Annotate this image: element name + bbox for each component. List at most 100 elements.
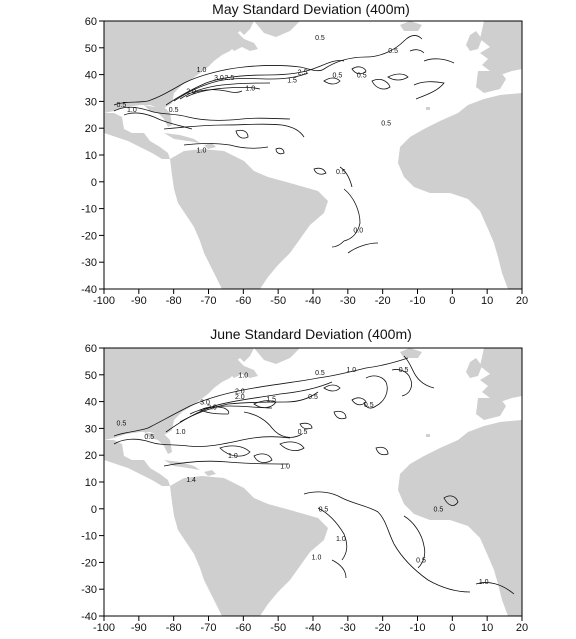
contour-label: 1.5 [266, 397, 276, 404]
y-tick-label: -30 [81, 257, 97, 269]
contour-label: 0.5 [319, 506, 329, 513]
contour-label: 0.5 [416, 557, 426, 564]
y-tick-label: -10 [81, 204, 97, 216]
x-axis: -100 -90 -80 -70 -60 -50 -40 -30 -20 -10 0 10 20 [93, 289, 528, 307]
x-tick-label: 0 [449, 622, 455, 634]
y-tick-label: 0 [91, 177, 97, 189]
y-tick-label: -30 [81, 584, 97, 596]
contour-label: 0.5 [298, 429, 308, 436]
contour-label: 0.5 [308, 394, 318, 401]
y-tick-label: -20 [81, 557, 97, 569]
x-tick-label: -100 [93, 295, 115, 307]
x-tick-label: -70 [201, 295, 217, 307]
x-tick-label: -30 [340, 295, 356, 307]
map-title: June Standard Deviation (400m) [210, 326, 412, 342]
x-tick-label: -20 [375, 295, 391, 307]
contour-label: 0.5 [399, 367, 409, 374]
y-tick-label: -10 [81, 531, 97, 543]
contour-label: 0.5 [381, 121, 391, 128]
y-tick-label: 0 [91, 504, 97, 516]
contour-label: 0.5 [169, 107, 179, 114]
contour-label: 2.5 [225, 75, 235, 82]
contour-label: 0.5 [315, 370, 325, 377]
x-tick-label: -10 [410, 295, 426, 307]
x-tick-label: -90 [131, 622, 147, 634]
contour-label: 1.0 [197, 67, 207, 74]
contour-label: 0.5 [336, 169, 346, 176]
contour-labels: 0.50.51.03.0 2.52.01.51.00.5 0.50.51.0 0.52… [117, 35, 399, 235]
contour-label: 2.5 [298, 70, 308, 77]
y-tick-label: 30 [85, 96, 97, 108]
x-tick-label: 10 [481, 622, 493, 634]
x-tick-label: 20 [516, 295, 528, 307]
x-axis: -100 -90 -80 -70 -60 -50 -40 -30 -20 -10 0 10 20 [93, 616, 528, 634]
contour-labels: 1.0 0.5 1.0 2.0 3.0 2.0 1.5 2.9 0.5 0.5 1.0 0.5 0.5 0… [117, 367, 489, 586]
contour-label: 0.5 [364, 402, 374, 409]
contour-label: 2.9 [207, 405, 217, 412]
y-tick-label: 10 [85, 477, 97, 489]
x-tick-label: -90 [131, 295, 147, 307]
map-plot-area: 1.0 0.5 1.0 2.0 3.0 2.0 1.5 2.9 0.5 0.5 1.0 0.5 0.5 0… [103, 347, 523, 617]
x-tick-label: -100 [93, 622, 115, 634]
contour-label: 1.0 [127, 107, 137, 114]
contour-label: 0.5 [144, 434, 154, 441]
contour-label: 1.0 [197, 147, 207, 154]
x-tick-label: 20 [516, 622, 528, 634]
x-tick-label: 0 [449, 295, 455, 307]
y-tick-label: -20 [81, 230, 97, 242]
y-tick-label: -40 [81, 284, 97, 296]
contour-label: 0.5 [434, 506, 444, 513]
contour-label: 2.0 [235, 394, 245, 401]
contour-label: 1.0 [176, 429, 186, 436]
x-tick-label: -40 [305, 295, 321, 307]
x-tick-label: -40 [305, 622, 321, 634]
map-may: May Standard Deviation (400m) 0.50.51.03… [81, 1, 528, 307]
x-tick-label: -80 [166, 622, 182, 634]
y-tick-label: 50 [85, 370, 97, 382]
contour-label: 1.0 [238, 372, 248, 379]
contour-label: 2.0 [235, 389, 245, 396]
y-axis: 60 50 40 30 20 10 0 -10 -20 -30 -40 [81, 16, 104, 296]
contour-label: 2.0 [186, 88, 196, 95]
x-tick-label: -10 [410, 622, 426, 634]
contour-label: 1.0 [245, 86, 255, 93]
contour-label: 1.0 [336, 536, 346, 543]
y-tick-label: 20 [85, 450, 97, 462]
contour-label: 1.0 [346, 367, 356, 374]
y-tick-label: 50 [85, 43, 97, 55]
x-tick-label: -70 [201, 622, 217, 634]
contour-label: 0.5 [315, 35, 325, 42]
x-tick-label: -30 [340, 622, 356, 634]
map-title: May Standard Deviation (400m) [212, 1, 410, 17]
contour-label: 0.0 [353, 228, 363, 235]
y-tick-label: 20 [85, 123, 97, 135]
contour-label: 0.5 [117, 102, 127, 109]
contour-label: 1.0 [228, 453, 238, 460]
contour-label: 1.0 [479, 579, 489, 586]
y-axis: 60 50 40 30 20 10 0 -10 -20 -30 -40 [81, 343, 104, 623]
y-tick-label: 60 [85, 16, 97, 28]
y-tick-label: -40 [81, 611, 97, 623]
y-tick-label: 10 [85, 150, 97, 162]
contour-label: 3.0 [200, 399, 210, 406]
contour-label: 0.5 [388, 48, 398, 55]
contour-label: 1.0 [280, 464, 290, 471]
x-tick-label: -20 [375, 622, 391, 634]
x-tick-label: -50 [270, 622, 286, 634]
y-tick-label: 60 [85, 343, 97, 355]
contour-label: 1.4 [186, 477, 196, 484]
x-tick-label: -60 [235, 295, 251, 307]
contour-label: 1.5 [287, 78, 297, 85]
contour-label: 0.5 [333, 72, 343, 79]
contour-label: 0.5 [117, 421, 127, 428]
contour-label: 3.0 [214, 75, 224, 82]
contour-label: 0.5 [357, 72, 367, 79]
x-tick-label: -80 [166, 295, 182, 307]
x-tick-label: 10 [481, 295, 493, 307]
map-plot-area: 0.50.51.03.0 2.52.01.51.00.5 0.50.51.0 0.52… [103, 20, 523, 290]
y-tick-label: 40 [85, 70, 97, 82]
y-tick-label: 30 [85, 423, 97, 435]
y-tick-label: 40 [85, 397, 97, 409]
map-june: June Standard Deviation (400m) 1.0 0.5 1.0… [81, 326, 528, 634]
